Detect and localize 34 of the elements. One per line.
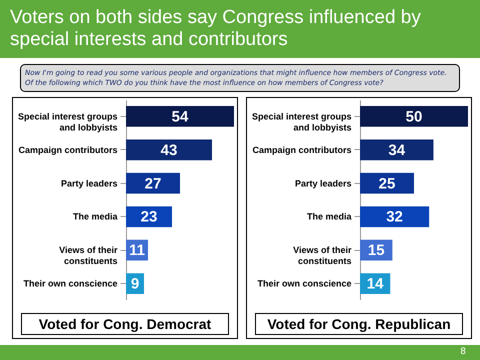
data-label: 43	[160, 142, 178, 159]
y-tick-label: Their own conscience	[257, 278, 352, 289]
y-tick-label: Views of their constituents	[293, 245, 352, 266]
data-label: 34	[388, 142, 406, 159]
data-label: 14	[366, 276, 384, 293]
y-tick-label: Views of their constituents	[59, 245, 118, 266]
text: 8	[0, 345, 480, 360]
data-label: 25	[378, 175, 396, 192]
data-label: 50	[406, 108, 422, 126]
x-axis-title: Voted for Cong. Republican	[255, 313, 463, 335]
data-label: 23	[140, 208, 158, 226]
y-tick-label: Party leaders	[294, 178, 352, 188]
y-tick-label: Their own conscience	[23, 278, 118, 289]
bar	[360, 106, 468, 127]
data-label: 9	[130, 276, 140, 293]
x-axis-title: Voted for Cong. Democrat	[21, 313, 229, 335]
y-tick-label: Special interest groups and lobbyists	[18, 111, 118, 132]
data-label: 54	[172, 108, 189, 126]
y-tick-label: The media	[306, 212, 352, 222]
y-tick-label: Campaign contributors	[18, 144, 118, 155]
bar	[360, 139, 434, 160]
bar	[126, 139, 212, 160]
y-tick-label: The media	[72, 212, 118, 222]
bar	[360, 206, 430, 228]
chart-title: Voters on both sides say Congress influenced by special interests and contributors	[0, 0, 480, 58]
data-label: 32	[386, 208, 403, 226]
bar	[126, 172, 180, 194]
y-tick-label: Campaign contributors	[252, 144, 352, 155]
data-label: 11	[129, 242, 145, 260]
y-tick-label: Special interest groups and lobbyists	[252, 111, 352, 132]
y-tick-label: Party leaders	[60, 178, 118, 188]
data-label: 27	[144, 175, 162, 192]
bar	[126, 106, 234, 127]
data-label: 15	[368, 242, 385, 260]
